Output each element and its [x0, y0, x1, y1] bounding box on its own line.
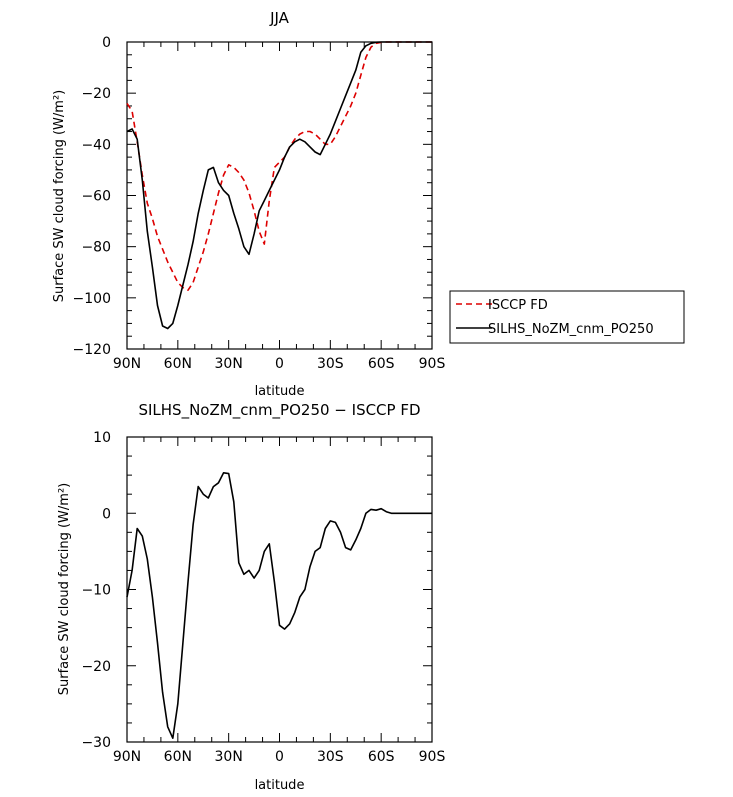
- x-tick-label: 30N: [215, 356, 243, 372]
- chart-bottom: SILHS_NoZM_cnm_PO250 − ISCCP FD Surface …: [57, 401, 445, 793]
- series-line-isccp-fd: [126, 41, 432, 292]
- y-tick-label: −60: [81, 189, 111, 205]
- y-tick-label: −40: [81, 137, 111, 153]
- y-tick-label: −80: [81, 240, 111, 256]
- x-tick-label: 60S: [368, 749, 395, 765]
- chart-bottom-title: SILHS_NoZM_cnm_PO250 − ISCCP FD: [138, 401, 420, 420]
- x-tick-label: 90N: [113, 356, 141, 372]
- y-tick-label: −20: [81, 86, 111, 102]
- x-tick-label: 60N: [164, 356, 192, 372]
- legend: ISCCP FD SILHS_NoZM_cnm_PO250: [449, 290, 685, 344]
- x-tick-label: 90S: [419, 356, 446, 372]
- x-tick-label: 30S: [317, 356, 344, 372]
- y-tick-label: −20: [81, 659, 111, 675]
- chart-top-x-axis-label: latitude: [255, 384, 305, 399]
- x-tick-label: 60N: [164, 749, 192, 765]
- series-line-1-0: [126, 471, 432, 740]
- y-tick-label: 10: [93, 430, 111, 446]
- x-tick-label: 30N: [215, 749, 243, 765]
- series-line-silhs-nozm-cnm-po250: [126, 41, 432, 330]
- y-tick-label: −120: [73, 342, 111, 358]
- chart-top: JJA Surface SW cloud forcing (W/m²) lati…: [52, 9, 445, 399]
- legend-label-isccp: ISCCP FD: [488, 298, 548, 313]
- y-tick-label: −10: [81, 583, 111, 599]
- x-tick-label: 90S: [419, 749, 446, 765]
- plot-frame: [126, 41, 433, 350]
- chart-bottom-y-axis-label: Surface SW cloud forcing (W/m²): [57, 483, 72, 695]
- chart-top-title: JJA: [269, 9, 290, 27]
- y-tick-label: 0: [102, 506, 111, 522]
- x-tick-label: 90N: [113, 749, 141, 765]
- y-tick-label: −100: [73, 291, 111, 307]
- legend-label-silhs: SILHS_NoZM_cnm_PO250: [488, 322, 654, 337]
- chart-bottom-x-axis-label: latitude: [255, 778, 305, 793]
- y-tick-label: −30: [81, 735, 111, 751]
- x-tick-label: 0: [275, 749, 284, 765]
- y-tick-label: 0: [102, 35, 111, 51]
- plot-frame: [126, 436, 433, 743]
- legend-box: [449, 290, 685, 344]
- chart-top-y-axis-label: Surface SW cloud forcing (W/m²): [52, 90, 67, 302]
- x-tick-label: 60S: [368, 356, 395, 372]
- x-tick-label: 0: [275, 356, 284, 372]
- x-tick-label: 30S: [317, 749, 344, 765]
